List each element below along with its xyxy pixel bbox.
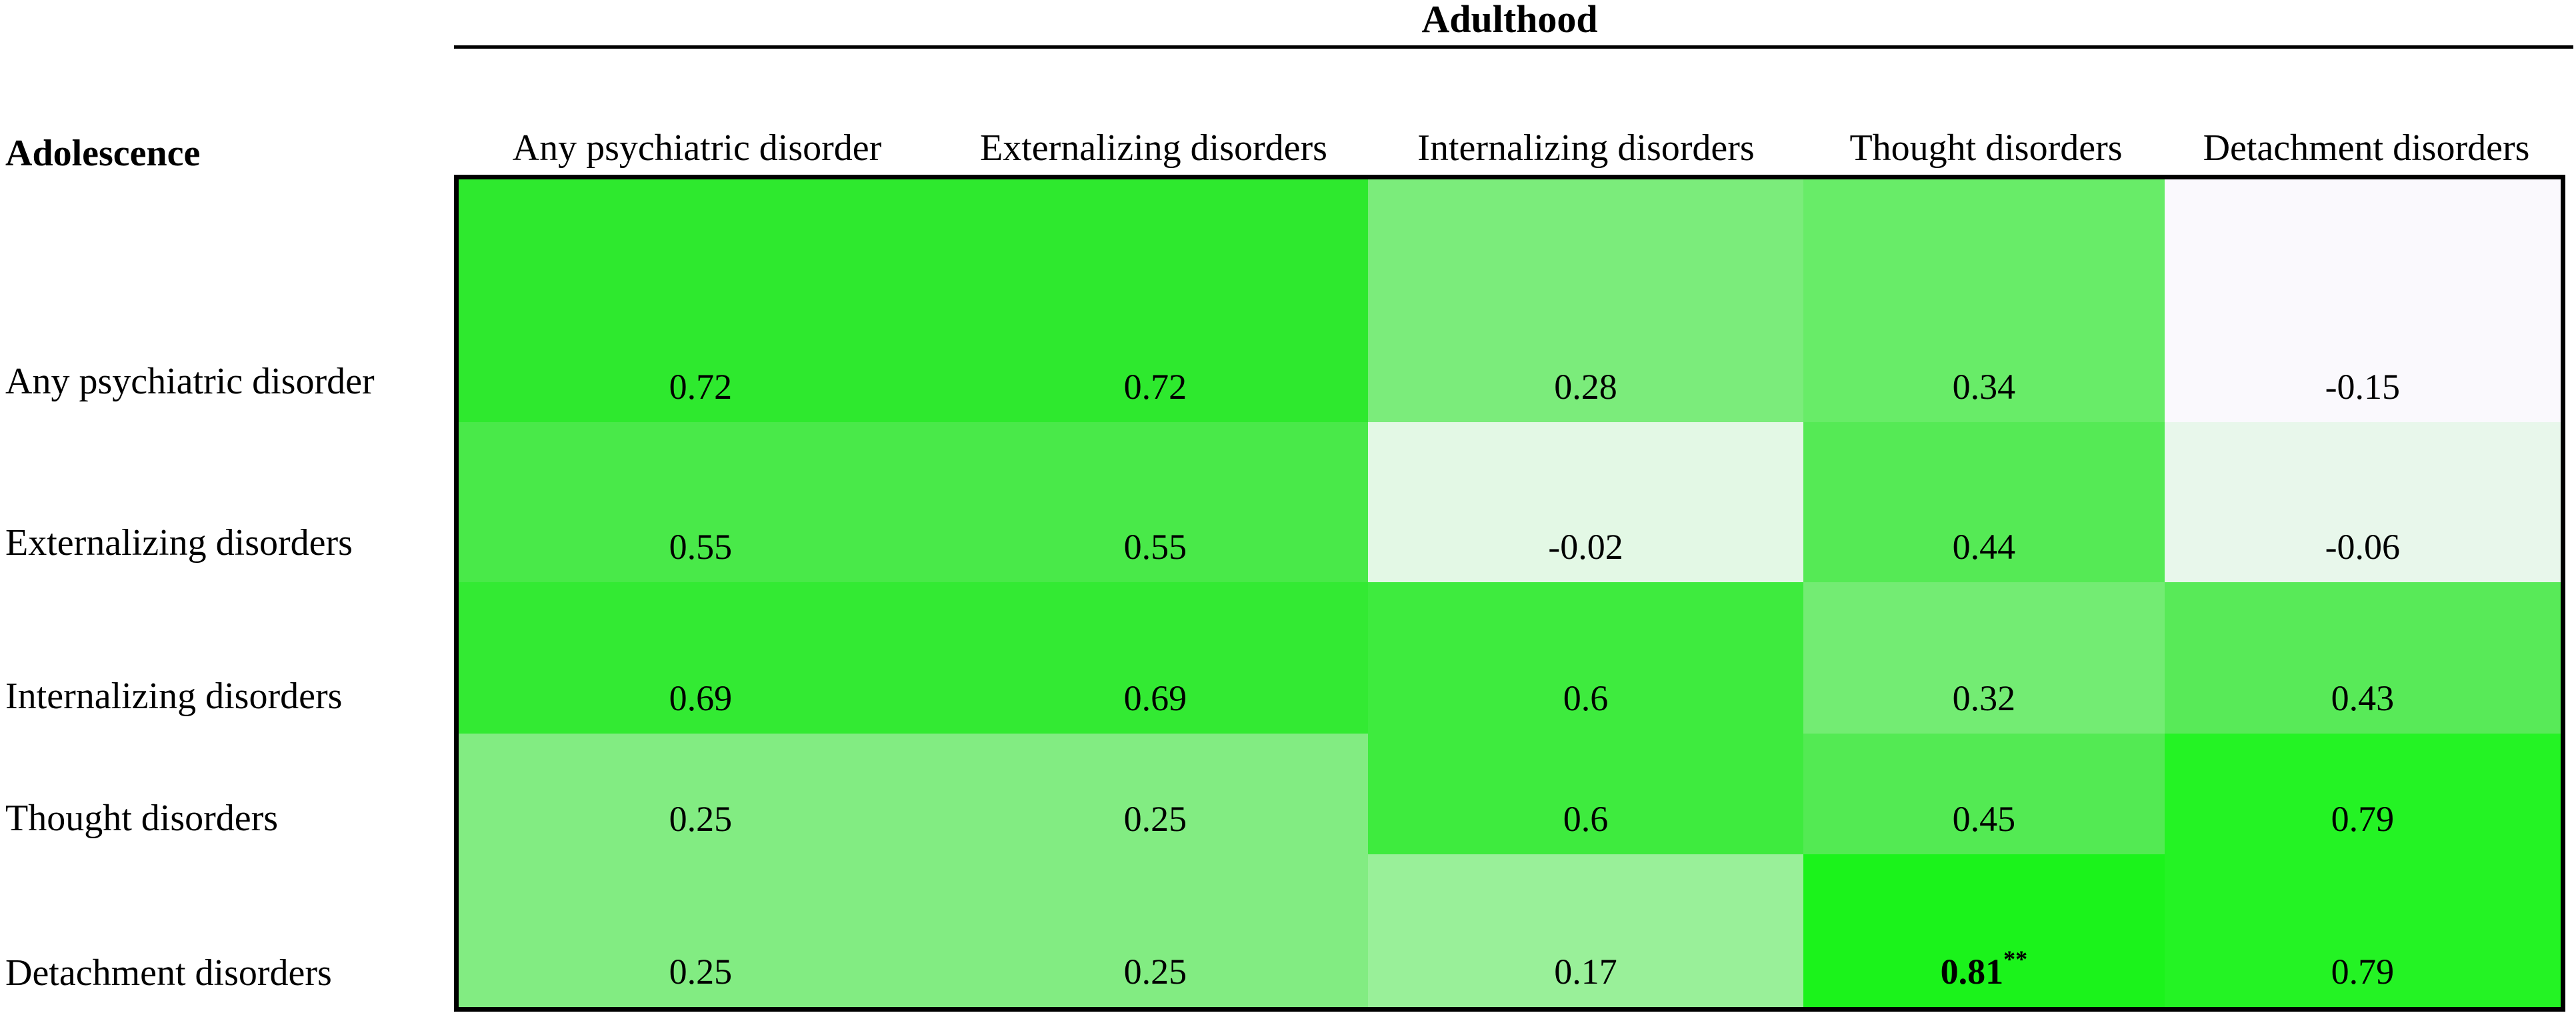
cell-value: 0.72 bbox=[669, 366, 733, 407]
heatmap-cell: 0.32 bbox=[1803, 582, 2165, 734]
column-axis-underline bbox=[454, 45, 2573, 49]
column-header-thought: Thought disorders bbox=[1849, 127, 2123, 169]
cell-value: 0.69 bbox=[1123, 678, 1187, 718]
heatmap-cell: -0.02 bbox=[1367, 421, 1804, 582]
column-axis-title: Adulthood bbox=[1421, 0, 1598, 41]
cell-value: 0.32 bbox=[1952, 678, 2016, 718]
column-header-internalizing: Internalizing disorders bbox=[1417, 127, 1755, 169]
heatmap-cell: 0.69 bbox=[942, 582, 1368, 734]
heatmap-cell: 0.79 bbox=[2164, 854, 2561, 1007]
heatmap-cell: -0.15 bbox=[2164, 179, 2561, 422]
cell-value: 0.79 bbox=[2331, 951, 2395, 992]
heatmap-cell: 0.17 bbox=[1367, 854, 1804, 1007]
heatmap-cell: 0.25 bbox=[459, 854, 943, 1007]
heatmap-cell: 0.43 bbox=[2164, 582, 2561, 734]
significance-marker: ** bbox=[2003, 945, 2028, 972]
column-header-externalizing: Externalizing disorders bbox=[980, 127, 1327, 169]
cell-value: 0.25 bbox=[669, 799, 733, 840]
row-label-externalizing: Externalizing disorders bbox=[5, 522, 353, 564]
column-header-any-psychiatric: Any psychiatric disorder bbox=[512, 127, 882, 169]
heatmap-cell: 0.55 bbox=[459, 421, 943, 582]
cell-value: 0.44 bbox=[1952, 526, 2016, 567]
cell-value: 0.55 bbox=[1123, 526, 1187, 567]
cell-value: 0.43 bbox=[2331, 678, 2395, 718]
cell-value: -0.06 bbox=[2325, 526, 2401, 567]
heatmap-cell: 0.55 bbox=[942, 421, 1368, 582]
cell-value: 0.28 bbox=[1554, 366, 1617, 407]
heatmap-cell: 0.34 bbox=[1803, 179, 2165, 422]
heatmap-cell: 0.45 bbox=[1803, 733, 2165, 855]
cell-value: 0.6 bbox=[1563, 799, 1609, 840]
heatmap-cell: 0.25 bbox=[942, 733, 1368, 855]
heatmap-cell-significant: 0.81 ** bbox=[1803, 854, 2165, 1007]
cell-value: 0.79 bbox=[2331, 799, 2395, 840]
cell-value: 0.25 bbox=[1123, 799, 1187, 840]
cell-value: 0.25 bbox=[1123, 951, 1187, 992]
cell-value: 0.6 bbox=[1563, 678, 1609, 718]
heatmap-cell: 0.6 bbox=[1367, 582, 1804, 734]
cell-value: 0.25 bbox=[669, 951, 733, 992]
row-label-any-psychiatric: Any psychiatric disorder bbox=[5, 360, 375, 402]
row-labels: Any psychiatric disorder Externalizing d… bbox=[5, 175, 445, 1012]
cell-value: 0.45 bbox=[1952, 799, 2016, 840]
row-label-internalizing: Internalizing disorders bbox=[5, 676, 343, 717]
heatmap-cell: 0.72 bbox=[459, 179, 943, 422]
heatmap-cell: 0.69 bbox=[459, 582, 943, 734]
cell-value: 0.55 bbox=[669, 526, 733, 567]
heatmap-cell: 0.28 bbox=[1367, 179, 1804, 422]
heatmap-cell: 0.72 bbox=[942, 179, 1368, 422]
row-label-detachment: Detachment disorders bbox=[5, 952, 332, 994]
heatmap-cell: 0.6 bbox=[1367, 733, 1804, 855]
heatmap-cell: 0.44 bbox=[1803, 421, 2165, 582]
cell-value: 0.72 bbox=[1123, 366, 1187, 407]
cell-value: 0.17 bbox=[1554, 951, 1617, 992]
cell-value: 0.81 bbox=[1940, 951, 2004, 992]
cell-value: -0.15 bbox=[2325, 366, 2401, 407]
row-axis-title: Adolescence bbox=[5, 133, 201, 174]
cell-value: 0.69 bbox=[669, 678, 733, 718]
heatmap-cell: 0.25 bbox=[942, 854, 1368, 1007]
cell-value: -0.02 bbox=[1548, 526, 1623, 567]
heatmap-cell: 0.25 bbox=[459, 733, 943, 855]
row-label-thought: Thought disorders bbox=[5, 798, 279, 840]
cell-value: 0.34 bbox=[1952, 366, 2016, 407]
column-headers: Any psychiatric disorder Externalizing d… bbox=[454, 100, 2565, 175]
heatmap-cell: 0.79 bbox=[2164, 733, 2561, 855]
heatmap-cell: -0.06 bbox=[2164, 421, 2561, 582]
heatmap-grid: 0.72 0.72 0.28 0.34 -0.15 0.55 0.55 -0.0… bbox=[454, 175, 2565, 1012]
column-header-detachment: Detachment disorders bbox=[2203, 127, 2530, 169]
